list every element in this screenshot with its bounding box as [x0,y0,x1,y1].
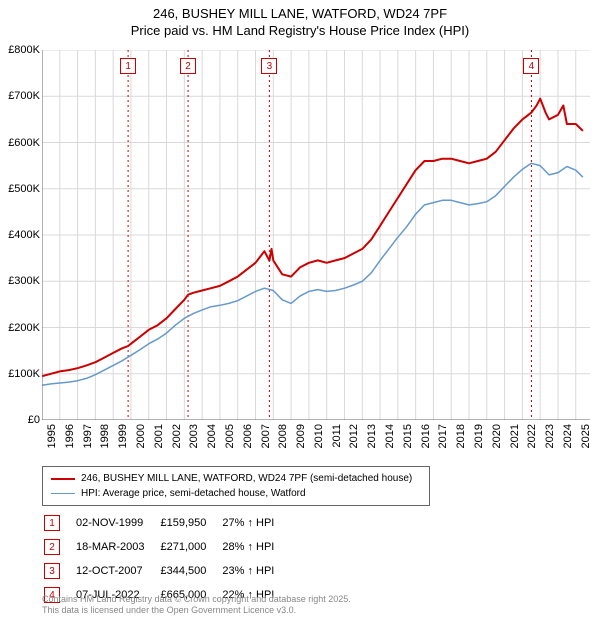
y-tick-label: £100K [8,368,40,380]
x-tick-label: 2025 [580,424,592,448]
y-tick-label: £300K [8,275,40,287]
x-tick-label: 2000 [135,424,147,448]
x-tick-label: 2020 [491,424,503,448]
x-tick-label: 2023 [544,424,556,448]
table-row: 2 18-MAR-2003£271,00028% ↑ HPI [44,536,288,558]
transaction-date: 18-MAR-2003 [76,536,158,558]
x-tick-label: 2019 [473,424,485,448]
x-tick-label: 1995 [46,424,58,448]
transaction-marker: 2 [44,539,60,555]
transaction-pct: 23% ↑ HPI [222,560,288,582]
x-tick-label: 2015 [402,424,414,448]
x-tick-label: 2003 [188,424,200,448]
transaction-price: £159,950 [160,512,220,534]
x-tick-label: 2002 [171,424,183,448]
legend-swatch [51,493,75,494]
x-tick-label: 2011 [331,424,343,448]
footnote: Contains HM Land Registry data © Crown c… [42,594,351,616]
transaction-date: 02-NOV-1999 [76,512,158,534]
legend-label: HPI: Average price, semi-detached house,… [81,486,306,501]
x-tick-label: 2006 [242,424,254,448]
y-tick-label: £400K [8,229,40,241]
legend-item: HPI: Average price, semi-detached house,… [51,486,421,501]
legend-item: 246, BUSHEY MILL LANE, WATFORD, WD24 7PF… [51,471,421,486]
y-tick-label: £600K [8,137,40,149]
x-tick-label: 1998 [99,424,111,448]
x-tick-label: 2007 [260,424,272,448]
transaction-marker: 1 [44,515,60,531]
legend-label: 246, BUSHEY MILL LANE, WATFORD, WD24 7PF… [81,471,412,486]
footnote-line-2: This data is licensed under the Open Gov… [42,605,296,615]
chart-marker-4: 4 [523,58,539,74]
legend-swatch [51,478,75,480]
table-row: 1 02-NOV-1999£159,95027% ↑ HPI [44,512,288,534]
x-tick-label: 2016 [420,424,432,448]
table-row: 3 12-OCT-2007£344,50023% ↑ HPI [44,560,288,582]
x-tick-label: 2014 [384,424,396,448]
y-tick-label: £0 [28,414,40,426]
transaction-price: £271,000 [160,536,220,558]
x-tick-label: 2021 [509,424,521,448]
chart-svg [42,50,590,420]
x-tick-label: 2010 [313,424,325,448]
x-tick-label: 2005 [224,424,236,448]
chart-area: 1 2 3 4 [42,50,590,420]
x-tick-label: 2017 [437,424,449,448]
transaction-marker: 3 [44,563,60,579]
x-tick-label: 2018 [455,424,467,448]
chart-title: 246, BUSHEY MILL LANE, WATFORD, WD24 7PF… [0,0,600,40]
x-tick-label: 1999 [117,424,129,448]
x-tick-label: 2013 [366,424,378,448]
legend: 246, BUSHEY MILL LANE, WATFORD, WD24 7PF… [42,466,430,506]
x-tick-label: 1997 [82,424,94,448]
chart-marker-3: 3 [261,58,277,74]
chart-container: 246, BUSHEY MILL LANE, WATFORD, WD24 7PF… [0,0,600,620]
y-tick-label: £700K [8,90,40,102]
x-tick-label: 2024 [562,424,574,448]
transaction-price: £344,500 [160,560,220,582]
title-line-1: 246, BUSHEY MILL LANE, WATFORD, WD24 7PF [153,6,447,21]
title-line-2: Price paid vs. HM Land Registry's House … [131,23,469,38]
x-tick-label: 2008 [277,424,289,448]
y-tick-label: £500K [8,183,40,195]
chart-marker-2: 2 [180,58,196,74]
transaction-date: 12-OCT-2007 [76,560,158,582]
transaction-pct: 27% ↑ HPI [222,512,288,534]
x-tick-label: 2022 [526,424,538,448]
x-tick-label: 2001 [153,424,165,448]
x-tick-label: 1996 [64,424,76,448]
x-tick-label: 2012 [348,424,360,448]
x-tick-label: 2009 [295,424,307,448]
footnote-line-1: Contains HM Land Registry data © Crown c… [42,594,351,604]
y-tick-label: £200K [8,322,40,334]
x-tick-label: 2004 [206,424,218,448]
y-tick-label: £800K [8,44,40,56]
chart-marker-1: 1 [120,58,136,74]
transaction-pct: 28% ↑ HPI [222,536,288,558]
